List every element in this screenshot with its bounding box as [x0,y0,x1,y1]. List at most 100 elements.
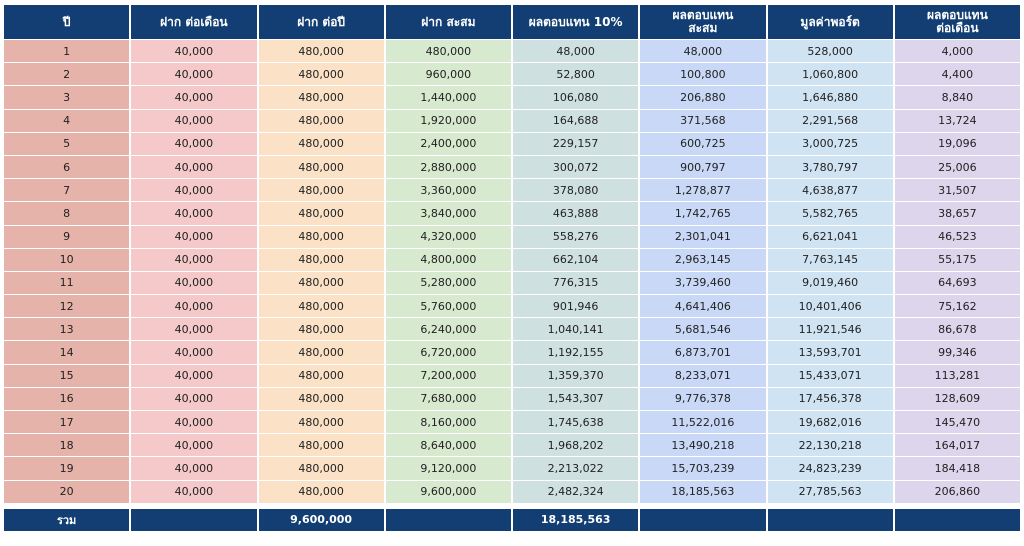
table-cell: 229,157 [513,132,639,155]
table-cell: 13,724 [894,109,1020,132]
table-cell: 480,000 [258,155,384,179]
table-cell: 25,006 [894,155,1020,179]
table-cell: 3,840,000 [385,202,511,225]
table-cell: 9,776,378 [640,387,766,410]
table-cell: 1 [4,40,130,63]
table-cell: 1,278,877 [640,179,766,202]
table-cell: 15,703,239 [640,457,766,480]
table-cell: 2,880,000 [385,155,511,179]
table-cell: 6,621,041 [767,225,893,248]
table-cell: 75,162 [894,295,1020,318]
total-row: รวม 9,600,000 18,185,563 [4,508,1020,531]
table-cell: 86,678 [894,318,1020,341]
table-row: 5 40,000 480,000 2,400,000 229,157 600,725 3,0… [4,132,1020,155]
header-row: ปี ฝาก ต่อเดือน ฝาก ต่อปี ฝาก สะสม ผลตอบแทน … [4,5,1020,39]
table-cell: 164,688 [513,109,639,132]
table-cell: 480,000 [258,202,384,225]
table-cell: 480,000 [258,179,384,202]
table-cell: 480,000 [258,86,384,109]
table-cell: 13 [4,318,130,341]
table-cell: 5,681,546 [640,318,766,341]
table-cell: 40,000 [131,387,257,410]
table-cell: 6 [4,155,130,179]
table-cell: 3,000,725 [767,132,893,155]
table-cell: 4,320,000 [385,225,511,248]
table-cell: 1,543,307 [513,387,639,410]
table-cell: 17 [4,411,130,434]
table-cell: 5,760,000 [385,295,511,318]
table-cell: 7,680,000 [385,387,511,410]
table-cell: 40,000 [131,155,257,179]
table-cell: 128,609 [894,387,1020,410]
table-cell: 20 [4,480,130,503]
table-cell: 31,507 [894,179,1020,202]
table-cell: 480,000 [258,434,384,457]
table-row: 20 40,000 480,000 9,600,000 2,482,324 18,185,… [4,480,1020,503]
table-cell: 4,638,877 [767,179,893,202]
table-cell: 40,000 [131,202,257,225]
table-cell: 18 [4,434,130,457]
table-cell: 40,000 [131,457,257,480]
table-cell: 4,641,406 [640,295,766,318]
table-cell: 40,000 [131,271,257,295]
gap-cell [4,504,1020,508]
table-cell: 2,400,000 [385,132,511,155]
table-cell: 1,646,880 [767,86,893,109]
table-row: 14 40,000 480,000 6,720,000 1,192,155 6,873,7… [4,341,1020,364]
table-cell: 480,000 [258,318,384,341]
table-cell: 8,640,000 [385,434,511,457]
table-cell: 600,725 [640,132,766,155]
table-cell: 480,000 [258,295,384,318]
table-cell: 463,888 [513,202,639,225]
table-cell: 371,568 [640,109,766,132]
table-cell: 1,040,141 [513,318,639,341]
table-cell: 480,000 [258,341,384,364]
table-row: 19 40,000 480,000 9,120,000 2,213,022 15,703,… [4,457,1020,480]
table-cell: 6,240,000 [385,318,511,341]
table-cell: 1,745,638 [513,411,639,434]
table-cell: 40,000 [131,109,257,132]
table-cell: 8,233,071 [640,364,766,387]
table-cell: 27,785,563 [767,480,893,503]
savings-table: ปี ฝาก ต่อเดือน ฝาก ต่อปี ฝาก สะสม ผลตอบแทน … [2,4,1022,532]
table-cell: 1,920,000 [385,109,511,132]
table-row: 16 40,000 480,000 7,680,000 1,543,307 9,776,3… [4,387,1020,410]
table-row: 10 40,000 480,000 4,800,000 662,104 2,963,145… [4,248,1020,271]
table-cell: 40,000 [131,86,257,109]
table-cell: 480,000 [258,132,384,155]
table-cell: 24,823,239 [767,457,893,480]
table-cell: 8,160,000 [385,411,511,434]
column-header: ฝาก สะสม [385,5,511,39]
table-row: 15 40,000 480,000 7,200,000 1,359,370 8,233,0… [4,364,1020,387]
total-cell: 18,185,563 [513,508,639,531]
table-cell: 2,213,022 [513,457,639,480]
table-cell: 1,440,000 [385,86,511,109]
table-body: 1 40,000 480,000 480,000 48,000 48,000 528,000… [4,40,1020,503]
total-label: รวม [4,508,130,531]
column-header: ฝาก ต่อเดือน [131,5,257,39]
table-cell: 164,017 [894,434,1020,457]
table-row: 11 40,000 480,000 5,280,000 776,315 3,739,460… [4,271,1020,295]
table-cell: 40,000 [131,132,257,155]
table-cell: 40,000 [131,411,257,434]
table-cell: 106,080 [513,86,639,109]
column-header: ปี [4,5,130,39]
table-cell: 15,433,071 [767,364,893,387]
table-cell: 1,742,765 [640,202,766,225]
table-cell: 900,797 [640,155,766,179]
table-cell: 1,359,370 [513,364,639,387]
table-cell: 13,593,701 [767,341,893,364]
table-cell: 480,000 [258,63,384,86]
table-cell: 4,000 [894,40,1020,63]
table-row: 12 40,000 480,000 5,760,000 901,946 4,641,406… [4,295,1020,318]
table-cell: 11,522,016 [640,411,766,434]
table-cell: 14 [4,341,130,364]
table-cell: 10,401,406 [767,295,893,318]
table-cell: 8 [4,202,130,225]
table-cell: 2,301,041 [640,225,766,248]
table-cell: 40,000 [131,295,257,318]
table-row: 4 40,000 480,000 1,920,000 164,688 371,568 2,2… [4,109,1020,132]
table-cell: 378,080 [513,179,639,202]
table-cell: 2,291,568 [767,109,893,132]
table-cell: 9,600,000 [385,480,511,503]
